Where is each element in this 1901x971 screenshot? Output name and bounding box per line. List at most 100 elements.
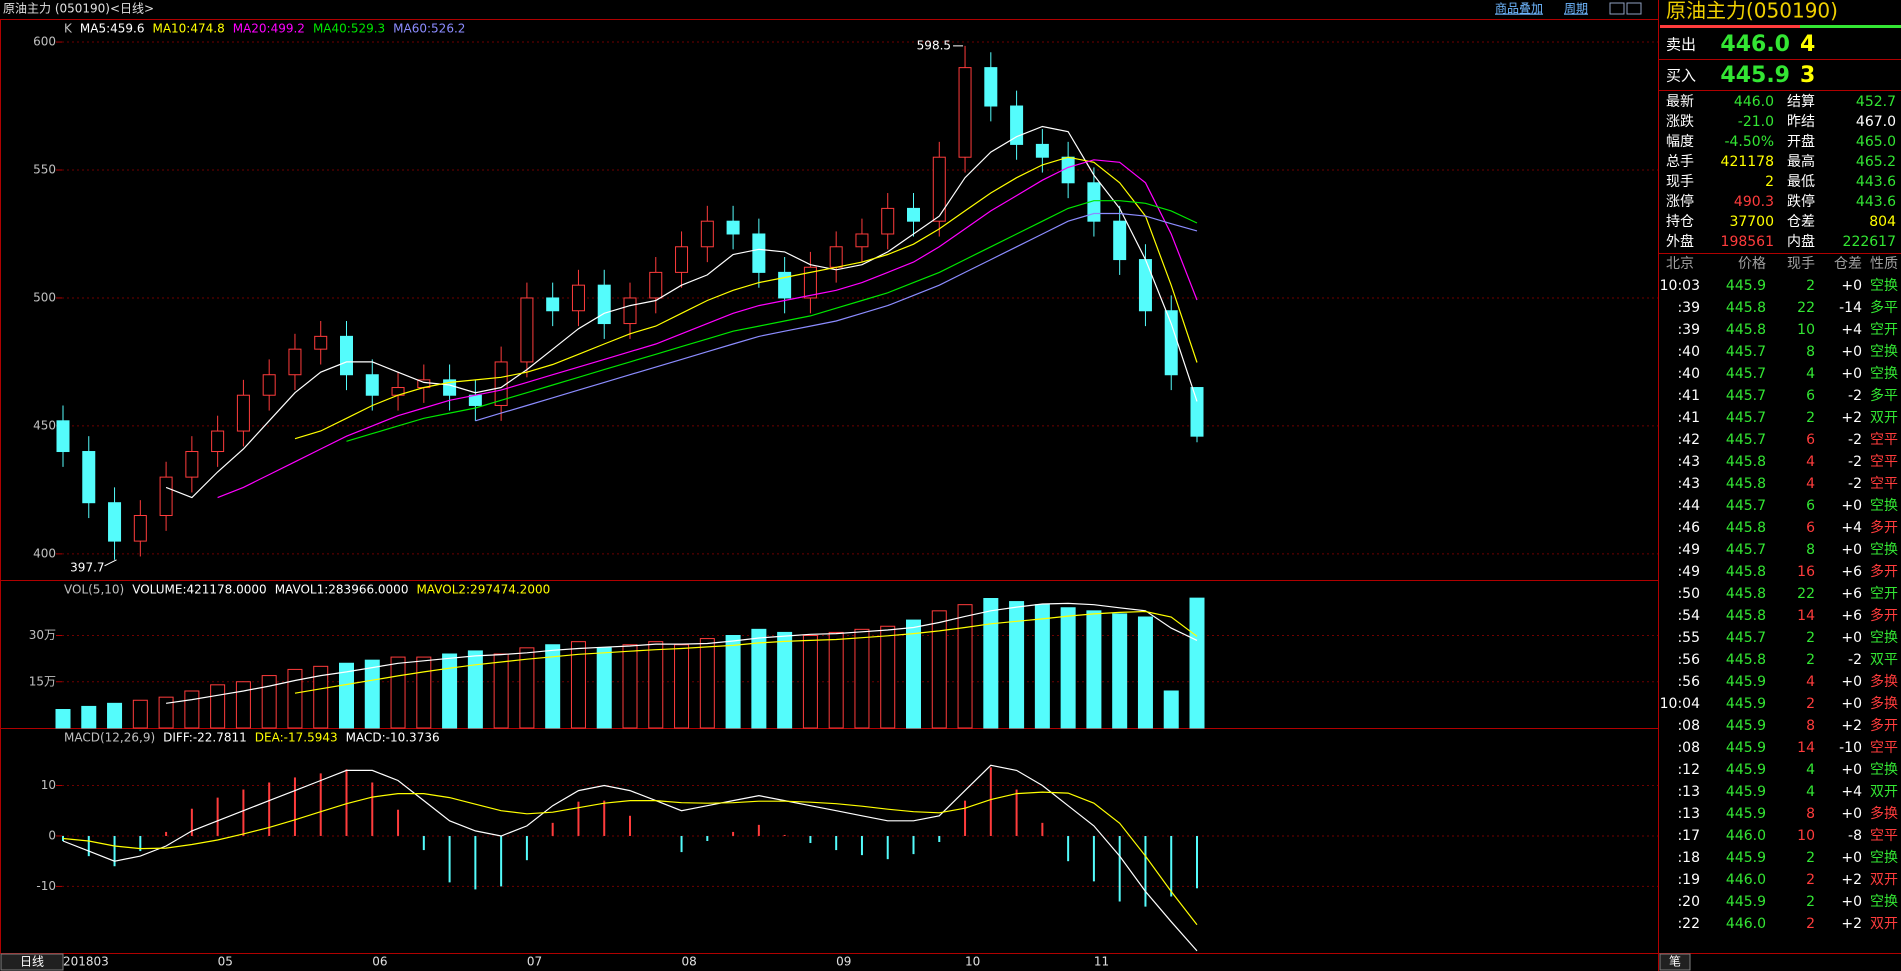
stat-label: 内盘 [1787,233,1815,250]
period-link[interactable]: 周期 [1564,2,1588,16]
tick-price: 445.8 [1726,322,1766,338]
tick-type: 多平 [1870,299,1898,316]
legend-entry: MA60:526.2 [393,22,465,36]
stat-label: 现手 [1666,174,1694,190]
stat-label: 幅度 [1666,134,1694,150]
tick-type: 双开 [1870,410,1898,426]
tick-volume: 2 [1806,410,1815,426]
tick-volume: 4 [1806,784,1815,800]
y-tick-label: 15万 [29,674,56,688]
y-tick-label: -10 [36,879,56,893]
stat-label: 最低 [1787,174,1815,190]
tick-oi: +6 [1841,586,1862,602]
tick-time: :18 [1677,850,1700,866]
tick-type: 多开 [1870,607,1898,624]
tick-time: :20 [1677,894,1700,910]
indicator-line [294,610,1198,694]
tick-oi: -2 [1848,652,1862,668]
indicator-line [217,159,1198,499]
volume-bar [493,653,509,729]
tick-type: 空开 [1870,322,1898,338]
tick-oi: +2 [1841,872,1862,888]
tick-oi: +2 [1841,410,1862,426]
tick-volume: 6 [1806,388,1815,404]
tick-oi: +2 [1841,718,1862,734]
tick-price: 445.7 [1726,498,1766,514]
tick-time: :43 [1677,454,1700,470]
candle-body [520,297,534,363]
candle-body [649,271,663,299]
tick-time: 10:04 [1660,696,1700,712]
volume-bar [1137,616,1153,729]
volume-bar [1112,613,1128,729]
tick-volume: 4 [1806,674,1815,690]
period-tab[interactable] [0,953,64,971]
window-button[interactable] [1609,2,1625,15]
volume-bar [81,705,97,729]
volume-bar [235,681,251,729]
y-tick-label: 10 [41,778,56,792]
tick-type: 空平 [1870,740,1898,756]
volume-bar [957,604,973,729]
tick-time: :13 [1677,806,1700,822]
candle-body [1113,220,1127,261]
volume-bar [339,662,354,729]
tick-type: 空平 [1870,454,1898,470]
candle-body [726,220,740,235]
tick-price: 445.8 [1726,476,1766,492]
indicator-title: K [64,22,73,36]
stat-label: 开盘 [1787,133,1815,150]
volume-bar [570,641,586,729]
tick-oi: -10 [1839,740,1862,756]
candle-body [262,374,276,396]
tick-volume: 14 [1797,740,1815,756]
tick-price: 445.7 [1726,432,1766,448]
tick-time: :17 [1677,828,1700,844]
tick-oi: +0 [1841,806,1862,822]
volume-bar [158,696,174,729]
legend-entry: VOLUME:421178.0000 [132,583,266,597]
tick-time: :56 [1677,652,1700,668]
tick-time: :13 [1677,784,1700,800]
tick-type: 多换 [1870,673,1898,690]
stat-value: 443.6 [1856,194,1896,210]
tick-price: 445.9 [1726,806,1766,822]
stat-label: 结算 [1787,94,1815,110]
stat-value: 804 [1869,214,1896,230]
window-title: 原油主力 (050190)<日线> [3,2,154,16]
book-volume: 3 [1800,63,1815,88]
volume-bar [983,598,999,729]
indicator-line [62,764,1198,952]
tick-tab[interactable] [1659,953,1691,971]
tick-type: 多开 [1870,563,1898,580]
tick-type: 空换 [1870,277,1898,294]
tick-type: 空换 [1870,365,1898,382]
tick-type: 双开 [1870,872,1898,888]
tick-price: 445.9 [1726,762,1766,778]
tick-time: :22 [1677,916,1700,932]
tick-volume: 2 [1806,872,1815,888]
indicator-line [475,212,1198,422]
tick-price: 445.9 [1726,740,1766,756]
stat-value: 490.3 [1734,194,1774,210]
volume-bar [802,635,818,729]
stat-label: 跌停 [1787,193,1815,210]
overlay-link[interactable]: 商品叠加 [1495,1,1543,16]
tick-time: :49 [1677,564,1700,580]
tick-price: 445.7 [1726,388,1766,404]
volume-bar [751,628,767,729]
x-tick-label: 07 [527,955,542,969]
tick-time: :42 [1677,432,1700,448]
tick-price: 446.0 [1726,828,1766,844]
tick-time: :08 [1677,740,1700,756]
window-button[interactable] [1626,2,1642,15]
x-tick-label: 201803 [63,955,109,969]
indicator-line [165,125,1198,499]
tick-oi: +0 [1841,542,1862,558]
candle-body [829,246,843,268]
tick-volume: 8 [1806,718,1815,734]
candle-body [443,379,457,396]
tick-time: :12 [1677,762,1700,778]
